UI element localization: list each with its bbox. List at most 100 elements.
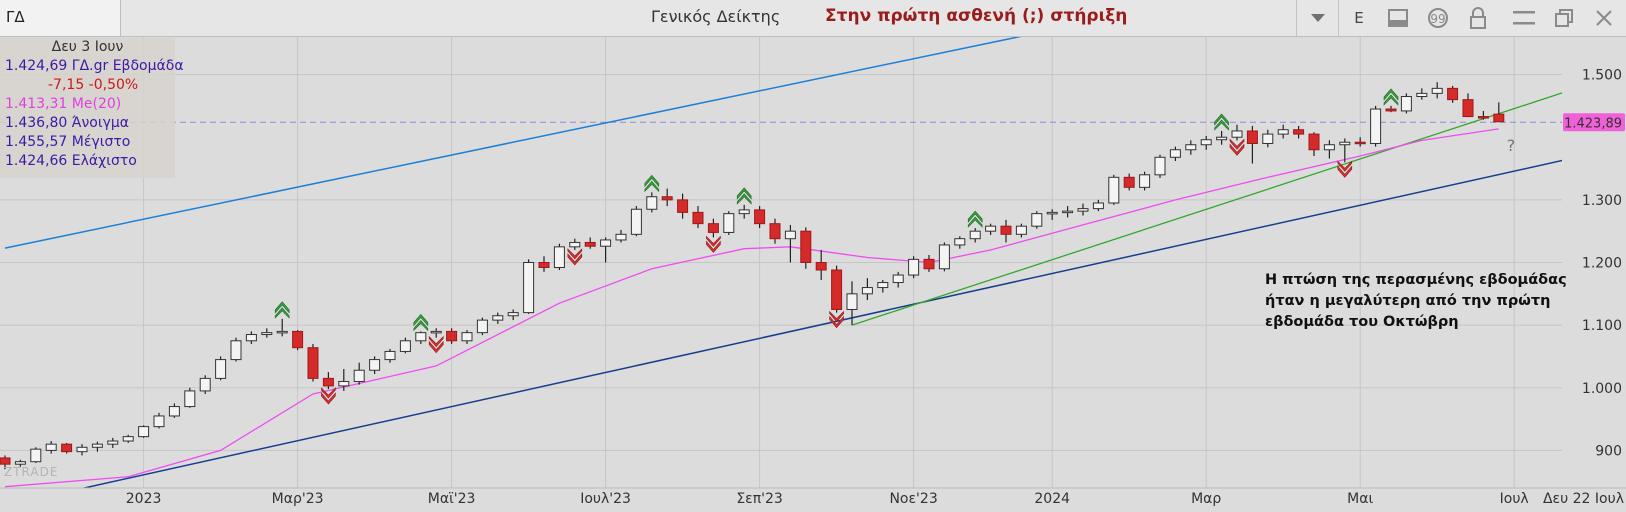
x-tick-label-1: Μαρ'23	[272, 491, 324, 507]
candle-38	[584, 237, 596, 249]
symbol-input[interactable]: ΓΔ	[0, 0, 121, 36]
candle-35	[538, 256, 550, 272]
comment-icon[interactable]: 99	[1418, 0, 1458, 36]
candle-body-86	[1323, 144, 1335, 151]
candle-body-54	[831, 269, 843, 310]
swing-markers: ?	[274, 88, 1516, 405]
candle-body-10	[153, 415, 165, 428]
down-arrow-icon-4	[829, 310, 844, 329]
info-ma: 1.413,31 Me(20)	[5, 96, 122, 112]
candle-body-17	[261, 332, 273, 336]
candle-body-49	[754, 209, 766, 225]
annotation-line-3: εβδομάδα του Οκτώβρη	[1265, 314, 1459, 330]
candle-body-33	[507, 312, 519, 317]
chevron-down-icon[interactable]	[1296, 0, 1339, 36]
candle-87	[1339, 138, 1351, 163]
candle-body-13	[199, 377, 211, 392]
candle-33	[507, 309, 519, 321]
candle-24	[369, 356, 381, 374]
candle-body-74	[1139, 174, 1151, 188]
period-button[interactable]: Ε	[1338, 0, 1379, 36]
candle-body-30	[461, 332, 473, 342]
candle-76	[1169, 146, 1181, 162]
candle-17	[261, 328, 273, 338]
candle-25	[384, 348, 396, 363]
watermark: ZTRADE	[4, 465, 59, 479]
down-arrow-icon-5	[1229, 138, 1245, 156]
ma20-line	[4, 128, 1499, 488]
candle-body-69	[1062, 210, 1074, 214]
candle-4	[61, 442, 73, 454]
candle-77	[1185, 140, 1197, 155]
candle-body-87	[1339, 141, 1351, 146]
chart-toolbar: ΓΔ Γενικός Δείκτης Στην πρώτη ασθενή (;)…	[0, 0, 1626, 37]
candle-body-14	[215, 359, 227, 379]
candle-body-48	[738, 209, 750, 215]
candle-body-4	[61, 443, 73, 453]
candle-body-28	[430, 330, 442, 334]
candle-46	[707, 218, 719, 238]
grid-lines	[0, 37, 1562, 488]
candle-body-43	[661, 196, 673, 201]
candle-57	[877, 280, 889, 293]
candle-body-22	[338, 381, 350, 387]
candle-59	[908, 256, 920, 279]
candle-body-96	[1477, 116, 1489, 119]
candle-body-83	[1277, 129, 1289, 135]
x-tick-label-6: 2024	[1034, 491, 1070, 507]
candle-86	[1323, 140, 1335, 159]
x-tick-label-4: Σεπ'23	[736, 491, 783, 507]
annotation-line-2: ήταν η μεγαλύτερη από την πρώτη	[1265, 293, 1551, 309]
candle-40	[615, 229, 627, 243]
candle-body-53	[815, 262, 827, 271]
candle-body-44	[677, 199, 689, 213]
candle-body-51	[784, 230, 796, 240]
candle-41	[630, 206, 642, 237]
moving-average-line	[4, 128, 1499, 488]
candle-6	[91, 441, 103, 452]
candle-88	[1354, 137, 1366, 147]
candle-body-47	[723, 213, 735, 233]
close-icon[interactable]	[1584, 0, 1624, 36]
candle-body-62	[954, 238, 966, 246]
candle-21	[322, 372, 334, 390]
candle-20	[307, 343, 319, 382]
channel-top-line	[4, 37, 1022, 249]
candle-body-31	[476, 319, 488, 334]
candle-28	[430, 328, 442, 338]
candle-body-60	[923, 258, 935, 270]
candle-44	[677, 193, 689, 219]
candle-23	[353, 362, 365, 385]
candle-55	[846, 281, 858, 326]
candle-66	[1015, 223, 1027, 238]
candle-36	[553, 243, 565, 271]
down-arrow-icon-1	[428, 335, 444, 354]
candle-74	[1139, 171, 1151, 191]
restore-window-icon[interactable]	[1544, 0, 1584, 36]
candle-90	[1385, 105, 1397, 113]
x-tick-label-8: Μαι	[1347, 491, 1373, 507]
candle-52	[800, 227, 812, 269]
panel-icon[interactable]	[1378, 0, 1418, 36]
candle-75	[1154, 154, 1166, 178]
support-line	[851, 92, 1562, 326]
candle-63	[969, 228, 981, 243]
down-arrow-icon-0	[321, 387, 336, 405]
menu-icon[interactable]	[1504, 0, 1544, 36]
candle-53	[815, 249, 827, 281]
candle-body-24	[369, 359, 381, 371]
candle-93	[1431, 82, 1443, 99]
candle-body-61	[938, 244, 950, 270]
candle-61	[938, 242, 950, 272]
lock-icon[interactable]	[1458, 0, 1498, 36]
question-mark: ?	[1507, 136, 1516, 155]
candle-body-35	[538, 262, 550, 269]
candle-body-94	[1447, 87, 1459, 101]
candle-68	[1046, 209, 1058, 220]
candle-12	[184, 387, 196, 408]
candle-10	[153, 412, 165, 429]
x-tick-label-0: 2023	[126, 491, 162, 507]
candle-body-91	[1400, 96, 1412, 112]
candle-body-15	[230, 340, 242, 361]
down-arrow-icon-3	[706, 235, 721, 253]
